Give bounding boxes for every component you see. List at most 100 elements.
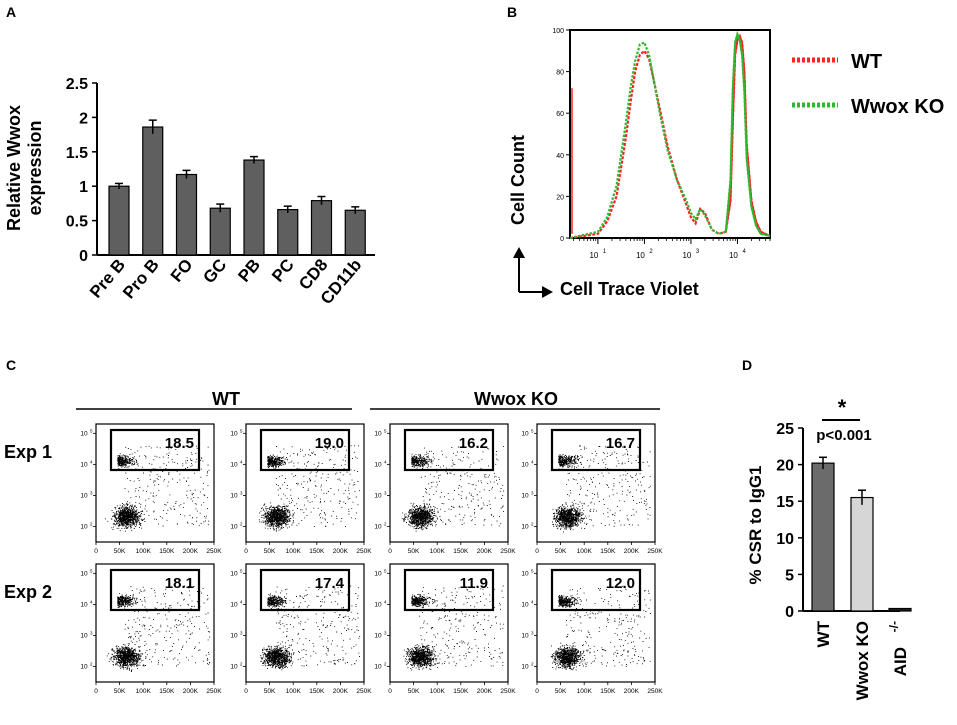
flow-ytick-exponent: 2	[90, 521, 93, 526]
flow-plot-r2-c1: 18.110 510 410 310 20 50K 100K 150K 200K 250K	[80, 563, 222, 695]
flow-xtick-label: 250K	[206, 548, 222, 555]
flow-gate	[550, 428, 642, 472]
flow-dots	[104, 445, 210, 532]
panel-a-xtick-label: GC	[199, 255, 230, 287]
flow-ytick-exponent: 3	[384, 490, 387, 495]
panel-b-xtick-label: 10	[729, 251, 738, 260]
panel-c-row-exp1: Exp 1	[4, 442, 52, 462]
panel-d-ytick-label: 10	[776, 531, 794, 548]
flow-ytick-exponent: 2	[240, 521, 243, 526]
legend-label-ko: Wwox KO	[851, 96, 944, 118]
flow-xtick-label: 150K	[453, 548, 469, 555]
flow-xtick-label: 250K	[356, 548, 372, 555]
panel-c-row-exp2: Exp 2	[4, 582, 52, 602]
flow-xtick-label: 0	[94, 688, 98, 695]
flow-ytick-exponent: 4	[384, 599, 387, 604]
panel-b-ylabel: Cell Count	[508, 135, 528, 225]
flow-ytick-exponent: 2	[384, 521, 387, 526]
flow-xtick-label: 0	[244, 688, 248, 695]
panel-d-ytick-label: 5	[785, 567, 794, 584]
panel-c-flow-grid: WT Wwox KO Exp 1 Exp 2 18.510 510 410 310 20…	[4, 389, 663, 695]
flow-ytick-label: 10	[80, 570, 88, 577]
flow-ytick-exponent: 3	[240, 490, 243, 495]
flow-xtick-label: 0	[388, 688, 392, 695]
flow-ytick-label: 10	[374, 461, 382, 468]
bar-cd11b	[344, 209, 366, 256]
flow-xtick-label: 50K	[114, 548, 126, 555]
flow-ytick-label: 10	[521, 523, 529, 530]
flow-ytick-label: 10	[80, 523, 88, 530]
flow-ytick-label: 10	[230, 492, 238, 499]
panel-c-group-wt: WT	[212, 389, 240, 409]
panel-a-xtick-label: Pre B	[86, 255, 129, 301]
panel-b-plot-frame	[569, 29, 771, 239]
flow-plot-frame	[245, 563, 365, 683]
flow-xtick-label: 50K	[114, 688, 126, 695]
panel-b-xtick-label: 10	[636, 251, 645, 260]
flow-xtick-label: 50K	[264, 548, 276, 555]
flow-xtick-label: 150K	[159, 548, 175, 555]
panel-d-ytick-label: 20	[776, 458, 794, 475]
panel-d-xtick-label: AID	[891, 647, 910, 676]
flow-ytick-exponent: 4	[531, 599, 534, 604]
bar-wt	[811, 462, 835, 612]
flow-ytick-label: 10	[80, 663, 88, 670]
flow-ytick-label: 10	[374, 492, 382, 499]
flow-ytick-label: 10	[80, 461, 88, 468]
flow-xtick-label: 250K	[356, 688, 372, 695]
flow-ytick-label: 10	[521, 663, 529, 670]
panel-b-xtick-label: 10	[682, 251, 691, 260]
flow-ytick-exponent: 5	[90, 428, 93, 433]
panel-a-ylabel-line-2: expression	[25, 120, 45, 215]
flow-ytick-label: 10	[374, 632, 382, 639]
flow-ytick-exponent: 4	[384, 459, 387, 464]
flow-plot-frame	[389, 423, 509, 543]
panel-a-bar-chart: Relative Wwox expression 0 0.5 1 1.5 2 2.5 Pre…	[4, 76, 375, 308]
panel-d-ylabel: % CSR to IgG1	[746, 465, 765, 584]
panel-d-xtick-superscript: -/-	[887, 621, 901, 632]
flow-ytick-label: 10	[374, 601, 382, 608]
flow-xtick-label: 50K	[408, 688, 420, 695]
flow-gate	[259, 428, 351, 472]
flow-ytick-label: 10	[80, 492, 88, 499]
flow-xtick-label: 200K	[477, 688, 493, 695]
flow-xtick-label: 0	[244, 548, 248, 555]
flow-dots	[401, 445, 505, 532]
flow-ytick-exponent: 4	[240, 599, 243, 604]
flow-ytick-label: 10	[230, 461, 238, 468]
panel-b-ytick-label: 60	[556, 111, 564, 118]
flow-gate	[109, 568, 201, 612]
panel-b-ytick-label: 0	[560, 236, 564, 243]
gate-value-label: 18.1	[165, 575, 194, 592]
flow-xtick-label: 150K	[159, 688, 175, 695]
flow-ytick-exponent: 3	[90, 630, 93, 635]
panel-b-ytick-label: 80	[556, 70, 564, 77]
flow-xtick-label: 150K	[309, 548, 325, 555]
flow-ytick-label: 10	[230, 632, 238, 639]
flow-ytick-label: 10	[521, 570, 529, 577]
flow-ytick-label: 10	[80, 430, 88, 437]
flow-ytick-exponent: 2	[240, 661, 243, 666]
flow-gate	[403, 428, 495, 472]
flow-ytick-exponent: 5	[240, 568, 243, 573]
bar-cd8	[310, 200, 333, 256]
series-line-wwox-ko	[569, 30, 771, 240]
flow-ytick-label: 10	[230, 523, 238, 530]
flow-xtick-label: 200K	[624, 548, 640, 555]
legend-label-wt: WT	[851, 51, 882, 73]
flow-xtick-label: 100K	[286, 688, 302, 695]
flow-gate	[259, 568, 351, 612]
flow-ytick-label: 10	[521, 632, 529, 639]
flow-plot-r1-c1: 18.510 510 410 310 20 50K 100K 150K 200K 250K	[80, 423, 222, 555]
panel-d-ytick-label: 25	[776, 421, 794, 438]
flow-ytick-exponent: 5	[90, 568, 93, 573]
flow-plot-r1-c2: 19.010 510 410 310 20 50K 100K 150K 200K 250K	[230, 423, 372, 555]
panel-b-ytick-label: 20	[556, 194, 564, 201]
flow-ytick-exponent: 2	[531, 521, 534, 526]
flow-xtick-label: 250K	[647, 688, 663, 695]
flow-xtick-label: 150K	[600, 688, 616, 695]
flow-ytick-label: 10	[521, 430, 529, 437]
axis-arrow-icon	[513, 247, 553, 298]
flow-xtick-label: 100K	[286, 548, 302, 555]
